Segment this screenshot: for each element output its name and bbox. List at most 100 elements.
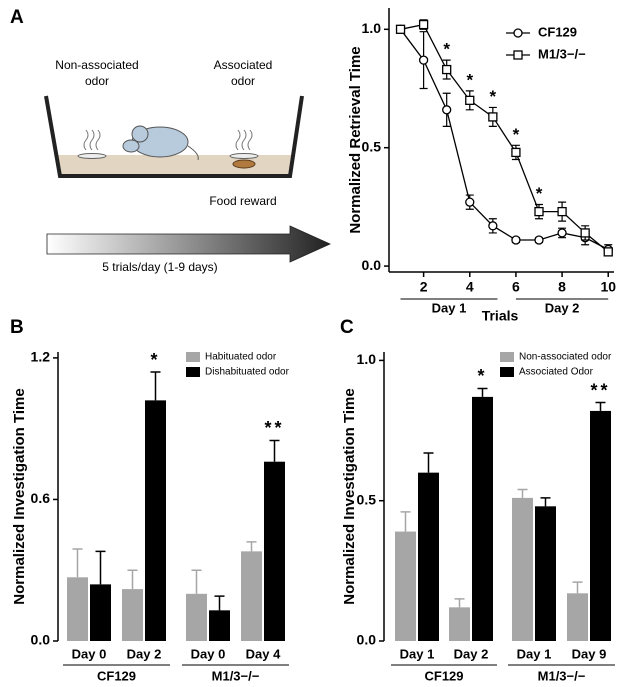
- error-bar: [214, 595, 225, 611]
- panel-label: B: [10, 317, 24, 338]
- legend-label: Non-associated odor: [519, 352, 612, 363]
- group-label: CF129: [424, 668, 463, 683]
- significance: *: [536, 184, 543, 203]
- error-bar: [269, 439, 280, 462]
- bar: [590, 410, 611, 641]
- significance: *: [150, 350, 160, 370]
- diagram-label: Food reward: [209, 194, 276, 208]
- marker: [418, 55, 429, 65]
- significance: *: [490, 87, 497, 106]
- bar: [209, 610, 230, 641]
- bar: [535, 506, 556, 641]
- error-bar: [423, 452, 434, 473]
- diagram-label: odor: [85, 74, 109, 88]
- error-bar: [72, 548, 83, 578]
- bar: [122, 589, 143, 641]
- diagram: Non-associated odor Associated odor Food…: [44, 58, 331, 274]
- marker: [442, 64, 452, 75]
- legend-swatch: [186, 352, 200, 362]
- legend-label: Habituated odor: [205, 352, 277, 363]
- group-label: M1/3−/−: [212, 668, 260, 683]
- legend-label: Associated Odor: [519, 367, 594, 378]
- panel-label: C: [340, 317, 354, 338]
- x-tick-label: Day 0: [72, 646, 107, 661]
- bar: [90, 584, 111, 641]
- error-bar: [454, 598, 465, 608]
- x-tick-label: Day 2: [127, 646, 162, 661]
- error-bar: [477, 387, 488, 397]
- y-tick-label: 0.0: [31, 632, 51, 648]
- y-tick-label: 1.2: [31, 349, 51, 365]
- bar: [145, 400, 166, 641]
- x-tick-label: Day 1: [400, 646, 435, 661]
- x-tick-label: Day 9: [572, 646, 607, 661]
- legend-marker: [513, 50, 523, 60]
- x-axis-label: Trials: [482, 308, 519, 324]
- marker: [557, 206, 567, 217]
- bar: [418, 472, 439, 641]
- bar: [241, 551, 262, 641]
- y-axis-label: Normalized Retrieval Time: [347, 46, 364, 233]
- marker: [580, 228, 590, 238]
- x-tick-label: 8: [558, 279, 566, 295]
- legend-swatch: [500, 352, 514, 362]
- diagram-label: odor: [231, 74, 255, 88]
- odor-waves: [83, 129, 253, 151]
- x-tick-label: Day 4: [246, 646, 281, 661]
- day-label: Day 1: [432, 300, 467, 315]
- marker: [488, 221, 498, 231]
- arrow-label: 5 trials/day (1-9 days): [102, 260, 217, 274]
- bar: [472, 396, 493, 641]
- group-label: M1/3−/−: [538, 668, 586, 683]
- y-tick-label: 0.6: [31, 490, 51, 506]
- y-tick-label: 1.0: [357, 351, 377, 367]
- bedding: [56, 155, 294, 176]
- x-tick-label: 4: [466, 279, 474, 295]
- diagram-label: Non-associated: [55, 58, 138, 72]
- significance: *: [477, 366, 487, 386]
- arrow: [46, 225, 331, 263]
- bar: [186, 593, 207, 641]
- bar: [449, 607, 470, 641]
- error-bar: [540, 497, 551, 507]
- significance: *: [443, 40, 450, 59]
- marker: [465, 95, 475, 105]
- error-bar: [572, 581, 583, 594]
- tub: [44, 95, 304, 178]
- error-bar: [246, 541, 257, 552]
- mouse-tail: [187, 145, 199, 161]
- error-bar: [517, 488, 528, 498]
- bar: [264, 461, 285, 641]
- marker: [511, 147, 521, 158]
- y-tick-label: 1.0: [362, 20, 382, 36]
- group-label: CF129: [97, 668, 136, 683]
- marker: [488, 112, 498, 122]
- bar: [67, 577, 88, 641]
- x-tick-label: 6: [512, 279, 520, 295]
- legend-label: Dishabituated odor: [205, 367, 290, 378]
- bar: [395, 531, 416, 641]
- error-bar: [191, 569, 202, 594]
- y-tick-label: 0.0: [362, 257, 382, 273]
- error-bar: [400, 511, 411, 532]
- marker: [418, 19, 429, 30]
- significance: *: [513, 125, 520, 144]
- y-tick-label: 0.5: [362, 138, 382, 154]
- marker: [603, 247, 613, 257]
- x-tick-label: 2: [420, 279, 428, 295]
- significance: *: [466, 70, 473, 89]
- y-tick-label: 0.5: [357, 491, 377, 507]
- error-bar: [127, 569, 138, 590]
- error-bar: [595, 401, 606, 411]
- x-tick-label: 10: [600, 279, 616, 295]
- legend-label: CF129: [538, 24, 577, 39]
- x-tick-label: Day 2: [454, 646, 489, 661]
- legend-marker: [513, 28, 523, 38]
- day-label: Day 2: [545, 300, 580, 315]
- legend-label: M1/3−/−: [538, 46, 586, 61]
- marker: [534, 235, 544, 245]
- food-reward: [232, 159, 256, 169]
- odor-dish: [77, 153, 107, 159]
- series-line: [400, 28, 609, 251]
